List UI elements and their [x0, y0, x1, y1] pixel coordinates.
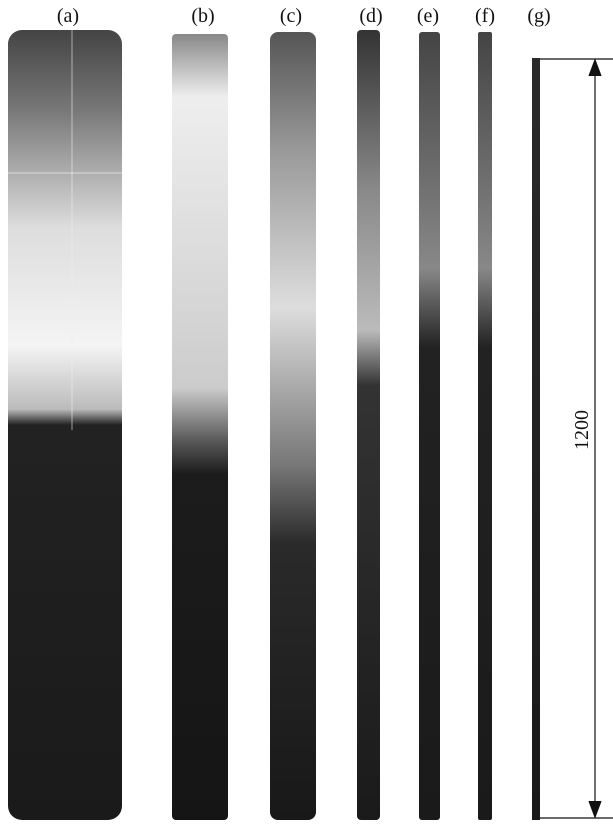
column-photo	[357, 30, 380, 820]
panel-label: (c)	[280, 5, 302, 27]
column-photo	[419, 32, 440, 820]
panel-label: (f)	[475, 5, 495, 27]
column-photo	[8, 30, 122, 820]
panel-label: (d)	[359, 5, 382, 27]
panel-label: (g)	[527, 5, 550, 27]
column-photo	[270, 32, 316, 820]
panel-label: (e)	[417, 5, 439, 27]
column-photo	[172, 34, 228, 820]
arrowhead	[589, 60, 601, 76]
column-photo	[532, 58, 540, 820]
arrowhead	[589, 801, 601, 817]
figure: (a) (b) (c) (d) (e) (f) (g) 1200	[0, 0, 613, 825]
dimension-label: 1200	[571, 410, 593, 450]
column-photo	[478, 32, 492, 820]
panel-label: (b)	[191, 5, 214, 27]
panel-label: (a)	[57, 5, 79, 27]
